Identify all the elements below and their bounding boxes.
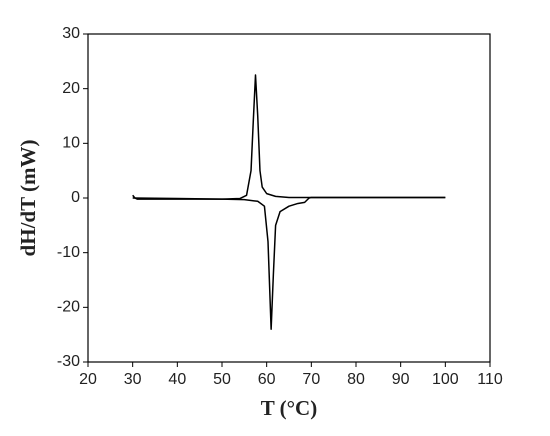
x-tick-label: 100 (432, 371, 459, 388)
x-axis-title: T (°C) (261, 396, 317, 420)
data-line (132, 74, 446, 200)
data-line (132, 196, 446, 330)
y-tick-label: 0 (71, 189, 80, 206)
x-tick-label: 90 (392, 371, 410, 388)
y-tick-label: 20 (62, 80, 80, 97)
x-tick-label: 30 (124, 371, 142, 388)
x-tick-label: 80 (347, 371, 365, 388)
x-tick-label: 60 (258, 371, 276, 388)
y-axis-title: dH/dT (mW) (16, 140, 40, 257)
x-tick-label: 70 (302, 371, 320, 388)
x-tick-label: 110 (477, 371, 503, 388)
y-tick-label: -20 (57, 299, 80, 316)
y-tick-label: 30 (62, 25, 80, 42)
x-tick-label: 20 (79, 371, 97, 388)
x-tick-label: 40 (168, 371, 186, 388)
y-tick-label: -10 (57, 244, 80, 261)
y-tick-label: -30 (57, 353, 80, 370)
x-tick-label: 50 (213, 371, 231, 388)
y-tick-label: 10 (62, 135, 80, 152)
